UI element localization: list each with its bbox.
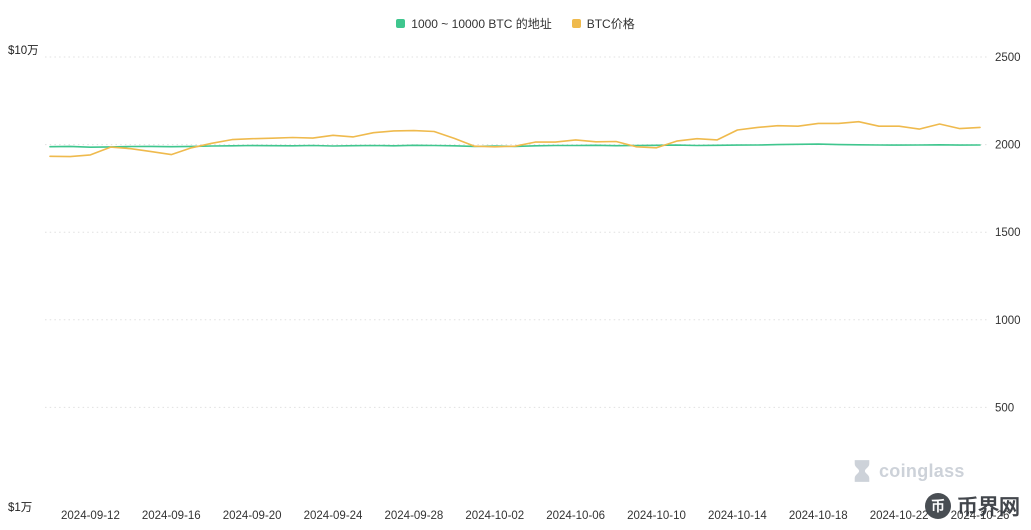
coinglass-watermark-text: coinglass [879, 460, 965, 481]
x-axis-tick-label: 2024-09-24 [304, 510, 363, 522]
site-watermark-coin-icon: 币 [925, 493, 951, 519]
x-axis-tick-label: 2024-10-26 [951, 510, 1010, 522]
x-axis-tick-label: 2024-10-22 [870, 510, 929, 522]
legend-swatch-addresses-icon [396, 19, 406, 28]
chart-legend: 1000 ~ 10000 BTC 的地址 BTC价格 [0, 15, 1031, 32]
site-watermark-text: 币界网 [957, 496, 1020, 519]
left-axis-top-label: $10万 [8, 45, 39, 57]
x-axis-tick-label: 2024-09-28 [384, 510, 443, 522]
x-axis-tick-label: 2024-10-02 [465, 510, 524, 522]
x-axis-tick-label: 2024-10-18 [789, 510, 848, 522]
right-axis-tick-label: 2500 [995, 52, 1021, 64]
legend-label-btc-price: BTC价格 [586, 17, 635, 31]
x-axis-tick-label: 2024-10-14 [708, 510, 767, 522]
legend-item-addresses[interactable]: 1000 ~ 10000 BTC 的地址 [396, 15, 552, 32]
coinglass-logo-icon [854, 460, 870, 482]
left-axis-bottom-label: $1万 [8, 502, 33, 514]
site-watermark: 币 币界网 [925, 491, 1020, 521]
x-axis-tick-label: 2024-09-20 [223, 510, 282, 522]
x-axis-tick-label: 2024-10-06 [546, 510, 605, 522]
x-axis-tick-label: 2024-10-10 [627, 510, 686, 522]
legend-label-addresses: 1000 ~ 10000 BTC 的地址 [411, 17, 552, 31]
right-axis-tick-label: 1000 [995, 315, 1021, 327]
x-axis-tick-label: 2024-09-12 [61, 510, 120, 522]
legend-swatch-btc-price-icon [571, 19, 581, 28]
x-axis-tick-label: 2024-09-16 [142, 510, 201, 522]
right-axis-tick-label: 500 [995, 402, 1014, 414]
right-axis-tick-label: 1500 [995, 227, 1021, 239]
right-axis-tick-label: 2000 [995, 140, 1021, 152]
coinglass-watermark: coinglass [852, 459, 965, 483]
series-line-1[interactable] [49, 120, 981, 158]
legend-item-btc-price[interactable]: BTC价格 [571, 15, 635, 32]
